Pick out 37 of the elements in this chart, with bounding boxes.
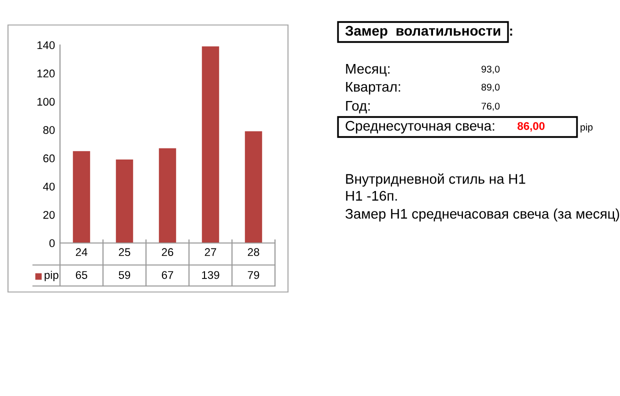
text: pip — [580, 123, 593, 133]
y-tick-label: 140 — [37, 41, 55, 50]
data-label: 65 — [76, 271, 88, 279]
text: Внутридневной стиль на H1 — [346, 173, 526, 187]
text: Замер волатильности : — [345, 26, 512, 38]
y-tick-label: 60 — [43, 154, 55, 162]
text: H1 -16п. — [346, 190, 397, 201]
bar — [158, 148, 176, 243]
text: 89,0 — [482, 84, 500, 92]
x-tick-label: 25 — [118, 248, 130, 256]
bar — [116, 160, 134, 243]
text: Квартал: — [346, 82, 400, 94]
x-tick-label: 26 — [162, 248, 174, 256]
text: Среднесуточная свеча: — [346, 120, 494, 134]
y-tick-label: 20 — [43, 210, 55, 219]
bar — [72, 151, 90, 243]
y-tick-label: 80 — [43, 126, 55, 134]
y-tick-label: 100 — [37, 98, 55, 106]
x-tick-label: 24 — [76, 248, 88, 256]
data-label: 139 — [202, 271, 220, 279]
y-tick-label: 40 — [43, 182, 55, 191]
y-tick-label: 120 — [37, 70, 55, 78]
x-tick-label: 28 — [248, 248, 260, 256]
bar — [244, 131, 262, 243]
text: 76,0 — [482, 102, 500, 111]
text: Замер H1 среднечасовая свеча (за месяц) — [345, 208, 620, 222]
legend-label: pip — [44, 270, 58, 282]
bar — [202, 46, 220, 243]
y-tick-label: 0 — [49, 239, 55, 248]
text: 93,0 — [482, 66, 500, 74]
data-label: 79 — [248, 271, 260, 279]
text: 86,00 — [518, 122, 545, 132]
data-label: 59 — [118, 271, 130, 279]
text: Месяц: — [346, 64, 390, 76]
data-label: 67 — [162, 271, 174, 279]
text: Год: — [346, 101, 370, 114]
x-tick-label: 27 — [204, 248, 216, 256]
